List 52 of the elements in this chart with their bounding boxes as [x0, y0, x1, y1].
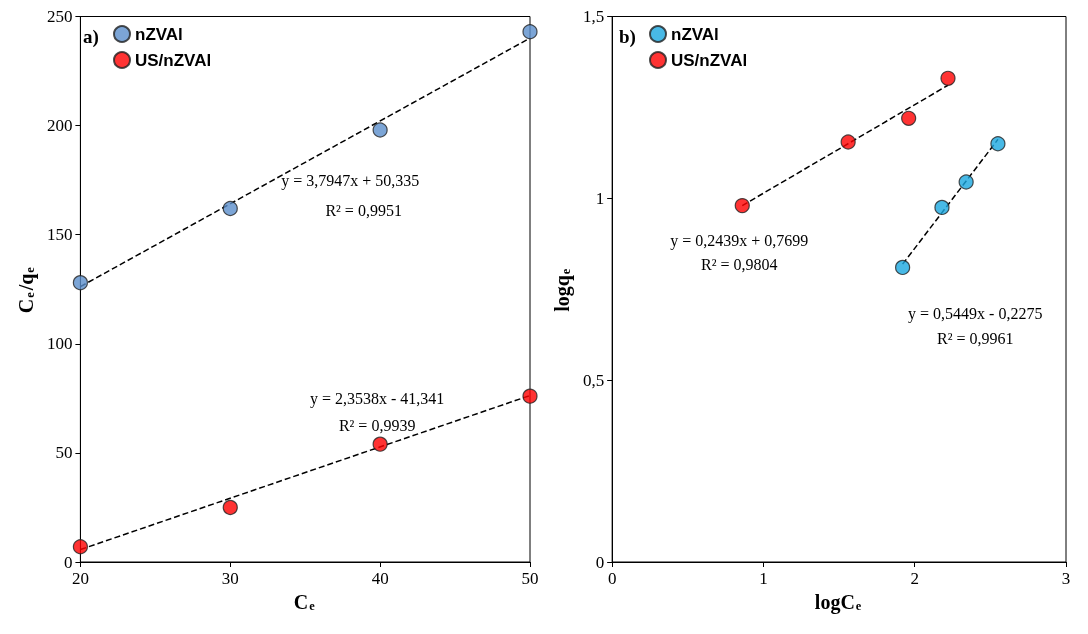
annotation: R² = 0,9961: [936, 329, 1014, 347]
x-tick-label: 20: [71, 569, 89, 588]
y-tick-label: 0: [63, 552, 73, 572]
text: b): [619, 26, 636, 48]
y-tick-label: 1: [595, 188, 605, 208]
x-axis-title: logCe: [814, 591, 862, 614]
point: [940, 70, 956, 86]
legend-label: US/nZVAl: [671, 50, 748, 70]
point: [372, 436, 388, 452]
y-tick-label: 0,5: [582, 370, 605, 390]
x-tick-label: 50: [521, 569, 539, 588]
x-tick-label: 2: [910, 569, 919, 588]
y-tick-label: 250: [46, 7, 73, 26]
point: [901, 110, 917, 126]
point: [895, 259, 911, 276]
annotation: y = 2,3538x - 41,341: [309, 389, 445, 408]
y-tick-label: 0: [595, 552, 605, 572]
annotation: y = 3,7947x + 50,335: [281, 171, 420, 190]
point: [840, 134, 856, 150]
y-tick-label: 200: [46, 116, 73, 136]
point: [990, 136, 1006, 152]
y-axis-title: logqe: [551, 268, 574, 312]
x-tick-label: 0: [607, 569, 617, 588]
x-tick-label: 3: [1061, 569, 1071, 588]
point: [958, 174, 974, 190]
point: [72, 539, 88, 555]
point: [734, 198, 750, 214]
point: [522, 388, 538, 404]
y-tick-label: 1,5: [582, 7, 605, 26]
annotation: R² = 0,9804: [700, 256, 778, 274]
annotation: R² = 0,9951: [325, 201, 402, 219]
annotation: R² = 0,9939: [338, 417, 416, 435]
y-tick-label: 50: [55, 443, 73, 463]
point: [934, 199, 950, 216]
x-tick-label: 40: [371, 569, 389, 588]
annotation: y = 0,5449x - 0,2275: [908, 305, 1043, 324]
legend-label: nZVAl: [135, 24, 183, 44]
point: [372, 122, 388, 138]
point: [222, 499, 238, 516]
text: a): [83, 26, 99, 48]
point: [522, 24, 538, 40]
point: [222, 200, 238, 217]
y-tick-label: 100: [46, 334, 73, 354]
x-tick-label: 1: [759, 569, 768, 588]
legend-label: US/nZVAl: [135, 50, 212, 70]
x-tick-label: 30: [221, 569, 239, 588]
legend-label: nZVAl: [671, 24, 719, 44]
annotation: y = 0,2439x + 0,7699: [670, 231, 809, 250]
x-axis-title: Ce: [293, 591, 316, 613]
point: [72, 275, 88, 291]
y-axis-title: Ce/qe: [15, 266, 38, 314]
y-tick-label: 150: [46, 225, 73, 245]
